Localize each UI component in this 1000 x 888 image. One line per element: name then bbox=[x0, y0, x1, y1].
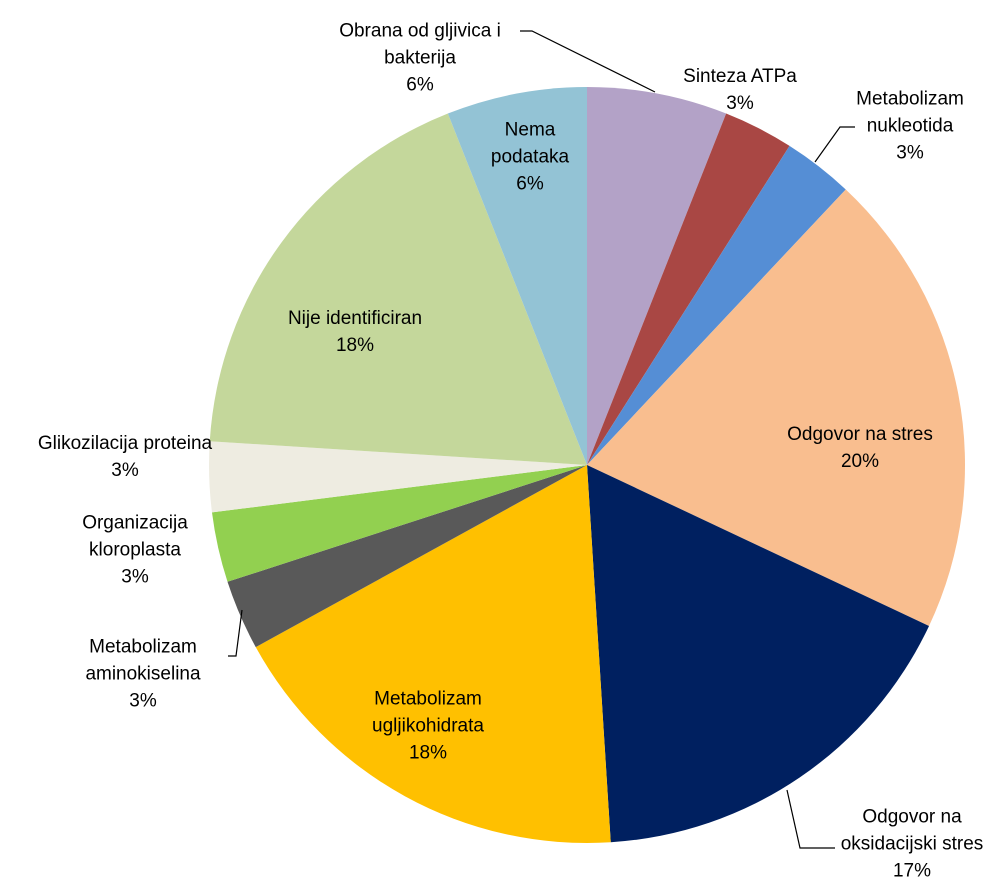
slice-label: Metabolizam ugljikohidrata 18% bbox=[328, 686, 528, 767]
value-label: 6% bbox=[406, 74, 434, 96]
category-label: Metabolizam aminokiselina bbox=[85, 636, 201, 685]
category-label: Metabolizam nukleotida bbox=[856, 88, 964, 137]
category-label: Organizacija kloroplasta bbox=[82, 512, 188, 561]
value-label: 3% bbox=[726, 93, 754, 114]
pie-slice bbox=[447, 87, 587, 465]
pie-slice bbox=[209, 113, 587, 465]
value-label: 3% bbox=[129, 690, 157, 712]
leader-line bbox=[520, 30, 656, 93]
category-label: Odgovor na oksidacijski stres bbox=[840, 806, 984, 855]
pie-slice bbox=[255, 465, 611, 844]
category-label: Nije identificiran bbox=[287, 308, 423, 329]
category-label: Metabolizam ugljikohidrata bbox=[372, 688, 484, 737]
slice-label: Nije identificiran 18% bbox=[240, 305, 470, 359]
value-label: 18% bbox=[335, 335, 375, 356]
pie-slice bbox=[587, 465, 930, 843]
pie-slice bbox=[587, 113, 790, 465]
slice-label: Metabolizam nukleotida 3% bbox=[835, 86, 985, 167]
value-label: 18% bbox=[408, 742, 448, 764]
value-label: 3% bbox=[111, 460, 139, 481]
pie-slice bbox=[587, 189, 965, 626]
category-label: Glikozilacija proteina bbox=[37, 433, 213, 454]
slice-label: Odgovor na stres 20% bbox=[755, 421, 965, 475]
slice-label: Obrana od gljivica i bakterija 6% bbox=[305, 18, 535, 99]
value-label: 3% bbox=[896, 142, 924, 164]
pie-slice bbox=[209, 441, 587, 513]
slice-label: Glikozilacija proteina 3% bbox=[0, 430, 255, 484]
category-label: Obrana od gljivica i bakterija bbox=[339, 20, 501, 69]
slice-label: Nema podataka 6% bbox=[475, 117, 585, 198]
slice-label: Odgovor na oksidacijski stres 17% bbox=[815, 804, 1000, 885]
slice-label: Sinteza ATPa 3% bbox=[660, 63, 820, 117]
leader-line bbox=[786, 789, 835, 849]
value-label: 20% bbox=[840, 451, 880, 472]
value-label: 6% bbox=[516, 173, 544, 195]
category-label: Nema podataka bbox=[490, 119, 570, 168]
category-label: Sinteza ATPa bbox=[683, 66, 797, 87]
slice-label: Organizacija kloroplasta 3% bbox=[60, 510, 210, 591]
leader-line bbox=[814, 126, 855, 163]
value-label: 17% bbox=[892, 860, 932, 882]
leader-line bbox=[228, 609, 243, 657]
category-label: Odgovor na stres bbox=[787, 424, 933, 445]
value-label: 3% bbox=[121, 566, 149, 588]
pie-slice bbox=[587, 87, 727, 465]
slice-label: Metabolizam aminokiselina 3% bbox=[68, 634, 218, 715]
pie-slice bbox=[211, 465, 587, 582]
pie-slice bbox=[227, 465, 587, 648]
pie-slice bbox=[587, 145, 846, 465]
